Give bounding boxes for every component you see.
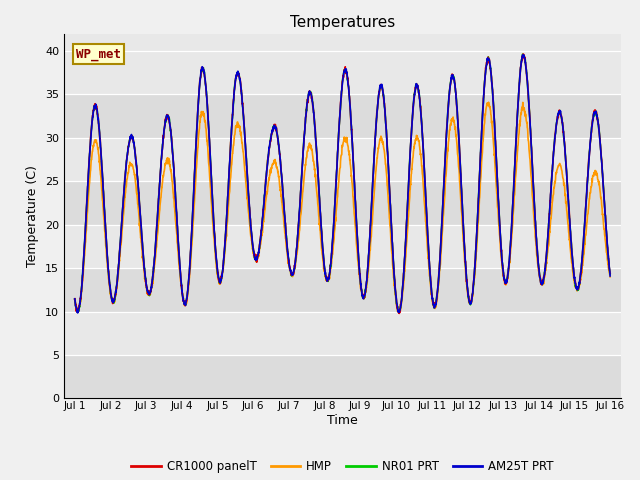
CR1000 panelT xyxy=(71,296,79,302)
CR1000 panelT xyxy=(574,285,582,290)
Y-axis label: Temperature (C): Temperature (C) xyxy=(26,165,40,267)
AM25T PRT xyxy=(606,273,614,279)
HMP xyxy=(369,202,377,207)
CR1000 panelT xyxy=(520,51,527,57)
HMP xyxy=(358,288,365,293)
AM25T PRT xyxy=(370,166,378,171)
NR01 PRT xyxy=(518,51,526,57)
Bar xyxy=(64,355,621,398)
HMP xyxy=(606,274,614,280)
Legend: CR1000 panelT, HMP, NR01 PRT, AM25T PRT: CR1000 panelT, HMP, NR01 PRT, AM25T PRT xyxy=(127,456,558,478)
Bar xyxy=(64,312,621,355)
AM25T PRT xyxy=(518,52,526,58)
NR01 PRT xyxy=(71,296,79,302)
Line: NR01 PRT: NR01 PRT xyxy=(75,54,610,312)
Bar xyxy=(64,138,621,181)
NR01 PRT xyxy=(220,251,228,257)
Text: WP_met: WP_met xyxy=(76,48,121,60)
HMP xyxy=(71,297,79,302)
CR1000 panelT xyxy=(396,311,403,316)
HMP xyxy=(395,309,403,315)
CR1000 panelT xyxy=(369,171,377,177)
AM25T PRT xyxy=(559,128,567,133)
AM25T PRT xyxy=(74,310,82,315)
NR01 PRT xyxy=(559,126,567,132)
Line: HMP: HMP xyxy=(75,102,610,312)
Bar xyxy=(64,268,621,312)
AM25T PRT xyxy=(574,284,582,289)
AM25T PRT xyxy=(71,296,79,302)
NR01 PRT xyxy=(498,254,506,260)
Line: CR1000 panelT: CR1000 panelT xyxy=(75,54,610,313)
NR01 PRT xyxy=(358,291,365,297)
Bar xyxy=(64,181,621,225)
HMP xyxy=(484,99,492,105)
CR1000 panelT xyxy=(358,288,365,294)
NR01 PRT xyxy=(574,285,582,291)
CR1000 panelT xyxy=(498,259,506,264)
HMP xyxy=(499,265,506,271)
HMP xyxy=(220,260,228,265)
NR01 PRT xyxy=(606,271,614,277)
AM25T PRT xyxy=(220,249,228,255)
CR1000 panelT xyxy=(606,270,614,276)
AM25T PRT xyxy=(358,290,365,296)
Bar xyxy=(64,225,621,268)
X-axis label: Time: Time xyxy=(327,414,358,427)
HMP xyxy=(559,176,567,181)
Line: AM25T PRT: AM25T PRT xyxy=(75,55,610,312)
Bar xyxy=(64,95,621,138)
CR1000 panelT xyxy=(559,130,567,135)
NR01 PRT xyxy=(370,165,378,170)
HMP xyxy=(574,286,582,291)
AM25T PRT xyxy=(498,257,506,263)
Title: Temperatures: Temperatures xyxy=(290,15,395,30)
Bar xyxy=(64,51,621,95)
NR01 PRT xyxy=(74,310,81,315)
CR1000 panelT xyxy=(220,253,228,259)
